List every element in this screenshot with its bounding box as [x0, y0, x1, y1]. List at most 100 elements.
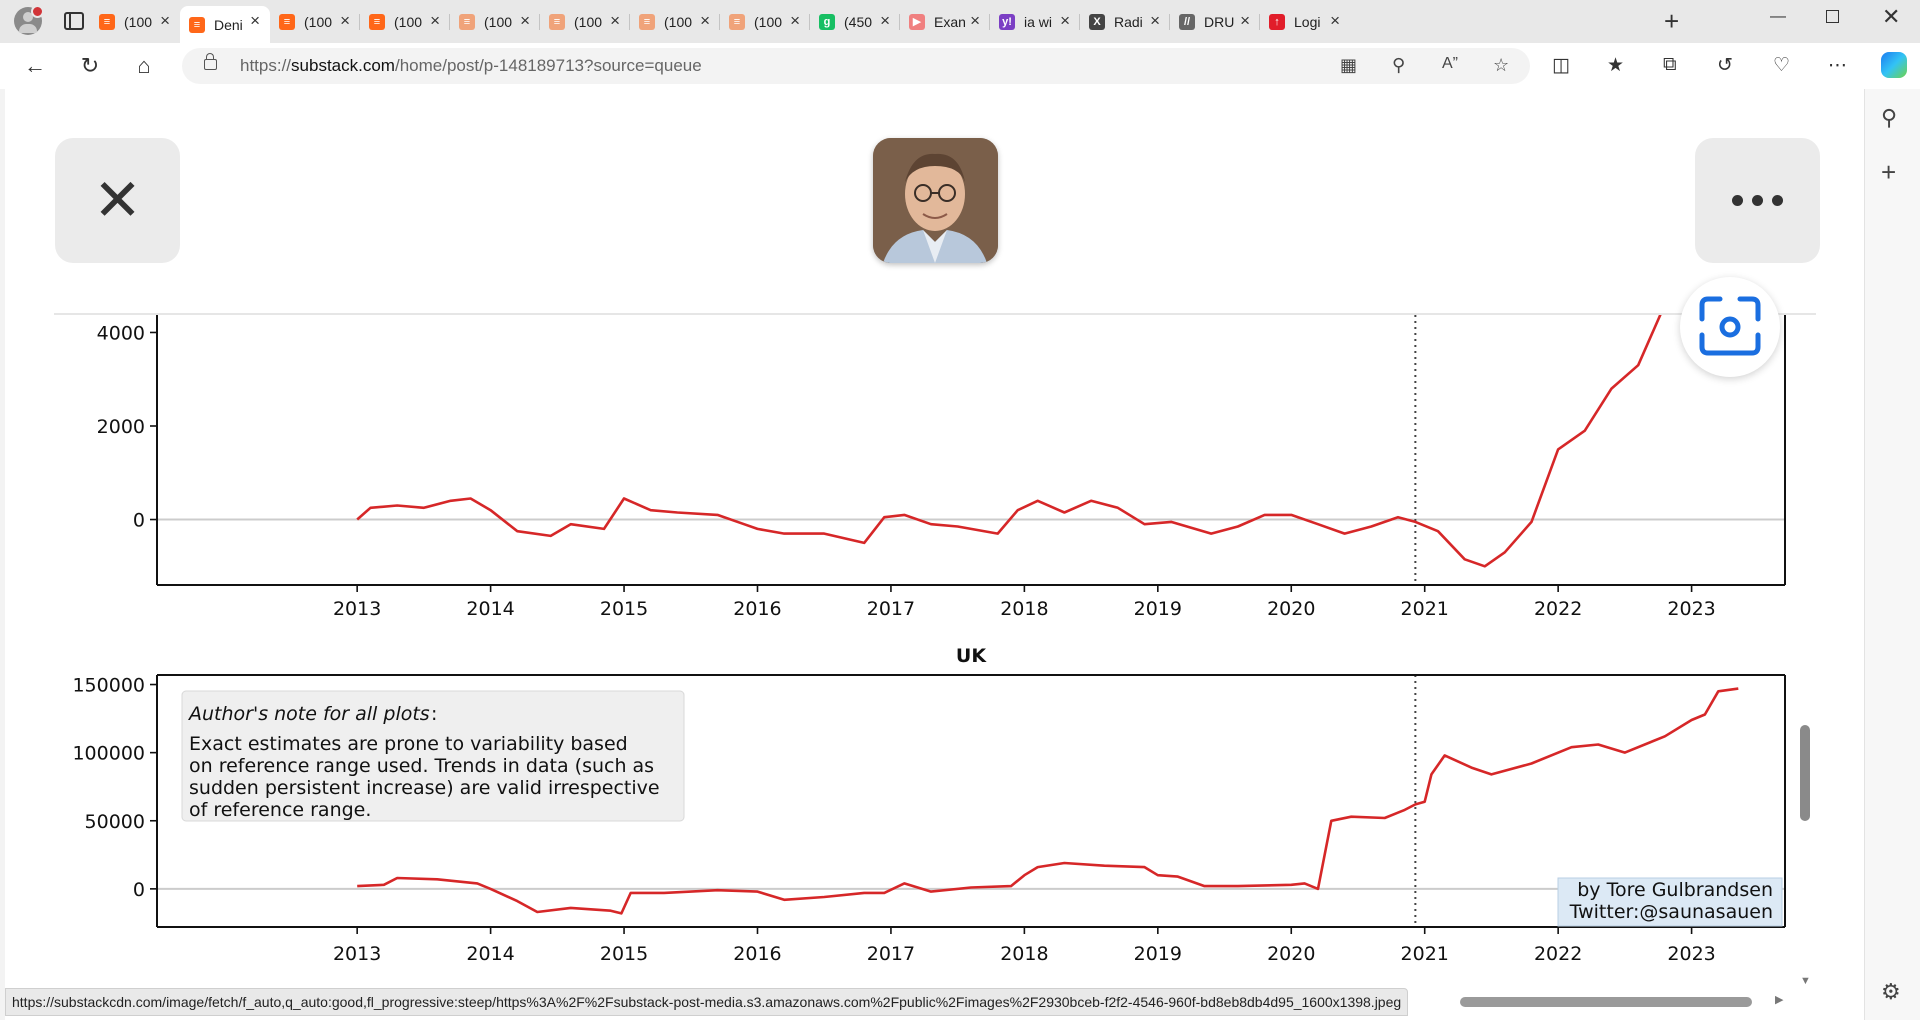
- browser-tab[interactable]: g (450 ×: [810, 6, 900, 37]
- close-window-button[interactable]: ✕: [1882, 4, 1901, 29]
- tab-close-icon[interactable]: ×: [1330, 11, 1340, 30]
- horizontal-scrollbar[interactable]: [1460, 997, 1752, 1007]
- substack-icon: ≡: [729, 13, 745, 30]
- tab-title: Logi: [1294, 13, 1321, 30]
- browser-tab[interactable]: ↑ Logi ×: [1260, 6, 1350, 37]
- tab-close-icon[interactable]: ×: [340, 11, 350, 30]
- settings-more-icon[interactable]: ⋯: [1828, 55, 1847, 76]
- tab-close-icon[interactable]: ×: [1240, 11, 1250, 30]
- browser-tab[interactable]: ≡ Deni ×: [180, 6, 270, 43]
- tab-close-icon[interactable]: ×: [430, 11, 440, 30]
- restore-button[interactable]: [1826, 10, 1839, 23]
- author-avatar[interactable]: [873, 138, 998, 263]
- y-tick-label: 4000: [97, 322, 145, 344]
- browser-essentials-icon[interactable]: ♡: [1773, 55, 1791, 76]
- browser-tab[interactable]: y! ia wi ×: [990, 6, 1080, 37]
- refresh-button[interactable]: ↻: [80, 53, 100, 78]
- collections-icon[interactable]: ⧉: [1663, 54, 1677, 75]
- x-tick-label: 2021: [1401, 598, 1449, 620]
- minimize-button[interactable]: —: [1770, 8, 1786, 25]
- x-tick-label: 2020: [1267, 598, 1315, 620]
- tab-close-icon[interactable]: ×: [250, 11, 260, 30]
- authors-note-line: Exact estimates are prone to variability…: [189, 733, 628, 755]
- authors-note-title: Author's note for all plots: [187, 703, 430, 725]
- tab-close-icon[interactable]: ×: [1060, 11, 1070, 30]
- x-tick-label: 2019: [1134, 598, 1182, 620]
- home-button[interactable]: ⌂: [137, 53, 151, 78]
- x-icon: X: [1089, 13, 1105, 30]
- x-tick-label: 2016: [733, 943, 781, 965]
- visual-search-button[interactable]: [1680, 277, 1780, 377]
- tab-title: DRU: [1204, 13, 1235, 30]
- address-toolbar: ← ↻ ⌂ https://substack.com/home/post/p-1…: [0, 43, 1920, 89]
- tab-close-icon[interactable]: ×: [880, 11, 890, 30]
- sidebar-settings-icon[interactable]: ⚙: [1881, 979, 1901, 1004]
- y-tick-label: 50000: [85, 811, 145, 833]
- tab-actions-icon[interactable]: [64, 12, 84, 30]
- url-text[interactable]: https://substack.com/home/post/p-1481897…: [240, 56, 702, 75]
- x-tick-label: 2017: [867, 943, 915, 965]
- x-tick-label: 2017: [867, 598, 915, 620]
- history-icon[interactable]: ↺: [1717, 55, 1733, 76]
- scroll-down-arrow[interactable]: ▼: [1800, 975, 1811, 987]
- close-viewer-button[interactable]: ✕: [55, 138, 180, 263]
- read-aloud-icon[interactable]: A”: [1442, 55, 1458, 72]
- tab-separator: [809, 14, 810, 30]
- browser-tab[interactable]: ≡ (100 ×: [450, 6, 540, 37]
- edge-sidebar: ⚲ + ⚙: [1864, 89, 1920, 1020]
- tab-close-icon[interactable]: ×: [1150, 11, 1160, 30]
- tab-separator: [1259, 14, 1260, 30]
- browser-tab[interactable]: // DRU ×: [1170, 6, 1260, 37]
- y-tick-label: 100000: [72, 743, 145, 765]
- address-bar[interactable]: https://substack.com/home/post/p-1481897…: [182, 48, 1530, 84]
- more-dots-icon: [1732, 195, 1783, 206]
- browser-tab[interactable]: ≡ (100 ×: [360, 6, 450, 37]
- author-photo: [873, 138, 998, 263]
- back-button[interactable]: ←: [24, 53, 46, 78]
- authors-note-line: on reference range used. Trends in data …: [189, 755, 654, 777]
- browser-tab[interactable]: X Radi ×: [1080, 6, 1170, 37]
- zoom-icon[interactable]: ⚲: [1392, 55, 1406, 75]
- add-sidebar-app-icon[interactable]: +: [1881, 157, 1897, 187]
- tab-title: (100: [124, 13, 153, 30]
- tab-close-icon[interactable]: ×: [970, 11, 980, 30]
- tab-close-icon[interactable]: ×: [790, 11, 800, 30]
- tab-close-icon[interactable]: ×: [610, 11, 620, 30]
- new-tab-button[interactable]: +: [1664, 6, 1680, 36]
- authors-note-line: of reference range.: [189, 799, 371, 821]
- x-tick-label: 2023: [1667, 598, 1715, 620]
- credit-line: Twitter:@saunasauen: [1569, 901, 1773, 923]
- tab-title: Deni: [214, 16, 243, 33]
- x-tick-label: 2021: [1401, 943, 1449, 965]
- header-divider: [54, 313, 1816, 315]
- copilot-icon[interactable]: [1881, 52, 1907, 78]
- browser-tab[interactable]: ≡ (100 ×: [720, 6, 810, 37]
- more-options-button[interactable]: [1695, 138, 1820, 263]
- lock-icon[interactable]: [204, 53, 217, 70]
- browser-tab[interactable]: ≡ (100 ×: [270, 6, 360, 37]
- vertical-scrollbar[interactable]: [1800, 725, 1810, 821]
- x-tick-label: 2014: [466, 943, 514, 965]
- browser-tab[interactable]: ≡ (100 ×: [90, 6, 180, 37]
- tab-close-icon[interactable]: ×: [700, 11, 710, 30]
- favorite-star-icon[interactable]: ☆: [1493, 55, 1510, 75]
- charts-figure: 0 2000 4000 2013 2014 2015 2016 2017 2018 2019 202…: [72, 315, 1786, 965]
- app-available-icon[interactable]: ▦: [1340, 55, 1358, 75]
- y-tick-label: 2000: [97, 416, 145, 438]
- browser-tab[interactable]: ≡ (100 ×: [630, 6, 720, 37]
- close-icon: ✕: [93, 167, 142, 233]
- tab-title: (100: [484, 13, 513, 30]
- tab-close-icon[interactable]: ×: [160, 11, 170, 30]
- split-screen-icon[interactable]: ◫: [1552, 55, 1570, 76]
- browser-tab[interactable]: ▶ Exan ×: [900, 6, 990, 37]
- favorites-icon[interactable]: ★: [1607, 55, 1625, 76]
- scroll-right-arrow[interactable]: ▶: [1775, 994, 1784, 1006]
- browser-tab[interactable]: ≡ (100 ×: [540, 6, 630, 37]
- credit-box: [1557, 877, 1783, 927]
- notification-dot: [31, 5, 44, 18]
- search-icon[interactable]: ⚲: [1881, 105, 1898, 130]
- profile-avatar-icon[interactable]: [14, 5, 44, 35]
- x-tick-label: 2022: [1534, 598, 1582, 620]
- tab-title: (100: [754, 13, 783, 30]
- tab-close-icon[interactable]: ×: [520, 11, 530, 30]
